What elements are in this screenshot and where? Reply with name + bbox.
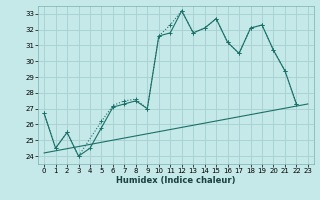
X-axis label: Humidex (Indice chaleur): Humidex (Indice chaleur)	[116, 176, 236, 185]
